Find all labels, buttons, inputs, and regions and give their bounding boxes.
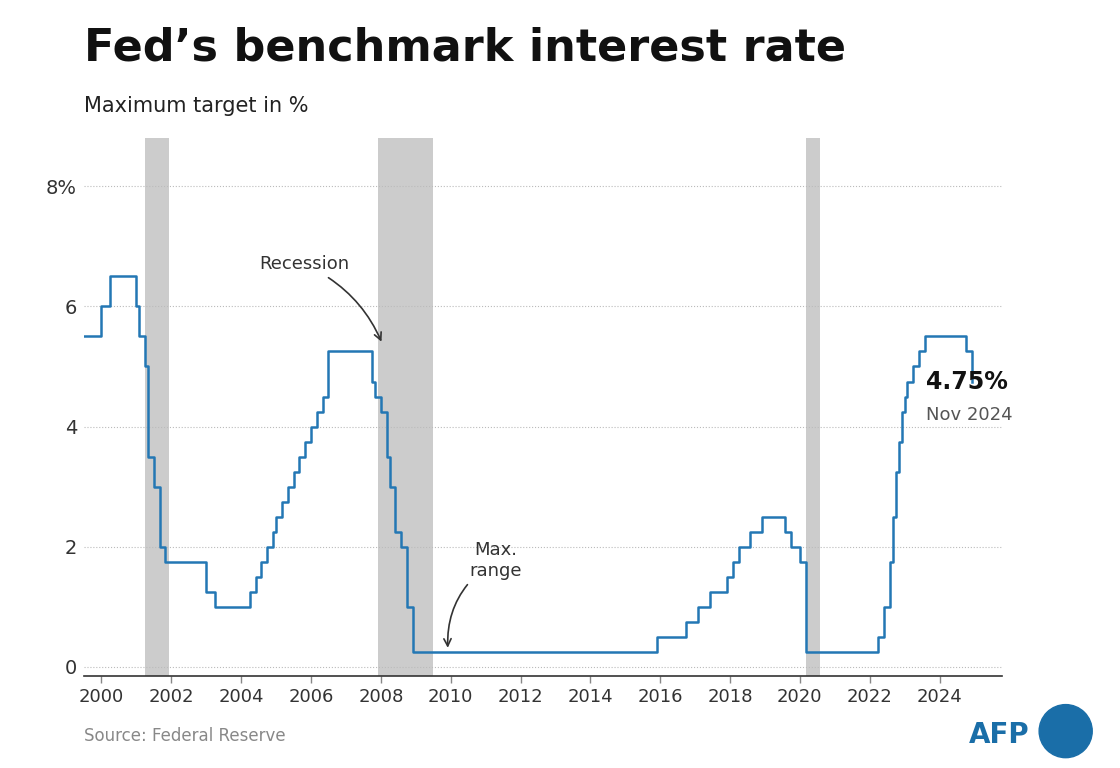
Circle shape (1039, 704, 1092, 758)
Text: Recession: Recession (259, 256, 381, 340)
Bar (379, 138, 433, 676)
Text: Source: Federal Reserve: Source: Federal Reserve (84, 727, 286, 745)
Text: Maximum target in %: Maximum target in % (84, 96, 308, 116)
Bar (805, 138, 820, 676)
Text: Max.
range: Max. range (444, 541, 522, 646)
Text: 4.75%: 4.75% (925, 369, 1008, 393)
Bar (146, 138, 168, 676)
Text: Fed’s benchmark interest rate: Fed’s benchmark interest rate (84, 27, 846, 70)
Text: AFP: AFP (969, 721, 1029, 749)
Text: Nov 2024: Nov 2024 (925, 406, 1012, 423)
